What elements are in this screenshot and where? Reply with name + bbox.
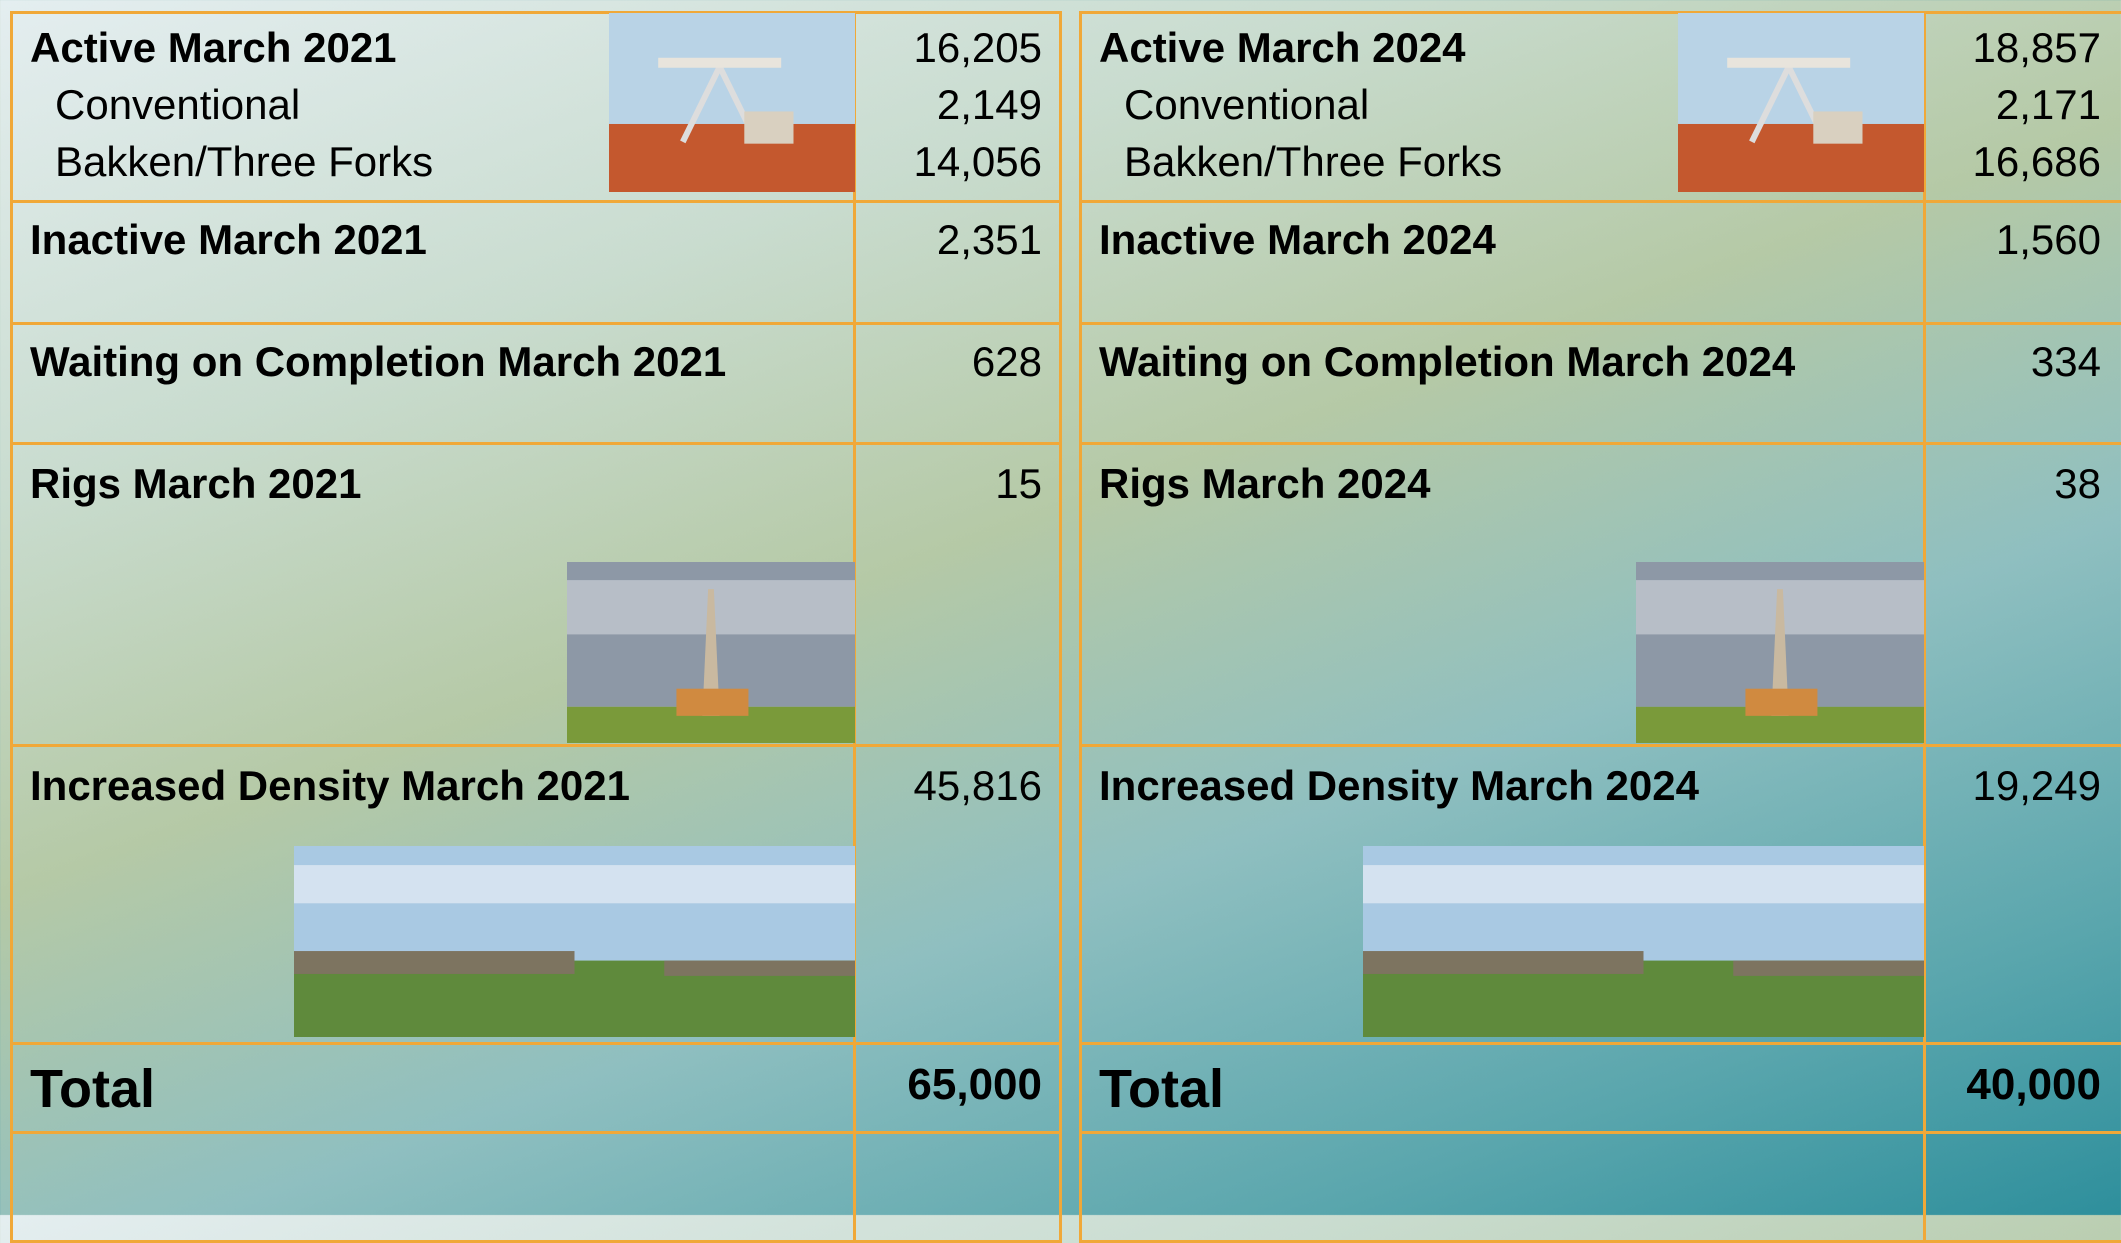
row-label: Waiting on Completion March 2024 — [1099, 338, 1795, 386]
value-cell — [1923, 1131, 2121, 1243]
total-label: Total — [1099, 1058, 1224, 1120]
item-label: Bakken/Three Forks — [1124, 138, 1502, 186]
value: 65,000 — [856, 1060, 1042, 1110]
row-label: Active March 2021 — [30, 24, 397, 72]
item-label: Bakken/Three Forks — [55, 138, 433, 186]
row-label: Increased Density March 2021 — [30, 762, 630, 810]
value: 16,205 — [856, 24, 1042, 72]
pumpjacks-photo — [294, 846, 855, 1037]
value-cell — [853, 1131, 1062, 1243]
row-label: Rigs March 2021 — [30, 460, 362, 508]
value: 2,149 — [856, 81, 1042, 129]
pumpjack-photo — [1678, 13, 1924, 192]
pumpjack-photo — [609, 13, 855, 192]
label-cell — [10, 1131, 856, 1243]
total-label: Total — [30, 1058, 155, 1120]
value: 18,857 — [1926, 24, 2101, 72]
row-label: Inactive March 2021 — [30, 216, 427, 264]
row-label: Active March 2024 — [1099, 24, 1466, 72]
pumpjacks-photo — [1363, 846, 1924, 1037]
label-cell — [1079, 1131, 1926, 1243]
item-label: Conventional — [1124, 81, 1369, 129]
rig-photo — [1636, 562, 1924, 743]
row-label: Waiting on Completion March 2021 — [30, 338, 726, 386]
value: 14,056 — [856, 138, 1042, 186]
value: 15 — [856, 460, 1042, 508]
item-label: Conventional — [55, 81, 300, 129]
row-label: Rigs March 2024 — [1099, 460, 1431, 508]
value: 40,000 — [1926, 1060, 2101, 1110]
value: 2,351 — [856, 216, 1042, 264]
page: Active March 2021 16,205 Conventional 2,149… — [0, 0, 2121, 1215]
row-label: Increased Density March 2024 — [1099, 762, 1699, 810]
value: 1,560 — [1926, 216, 2101, 264]
rig-photo — [567, 562, 855, 743]
value: 38 — [1926, 460, 2101, 508]
value: 16,686 — [1926, 138, 2101, 186]
value: 2,171 — [1926, 81, 2101, 129]
value: 334 — [1926, 338, 2101, 386]
value: 45,816 — [856, 762, 1042, 810]
value: 628 — [856, 338, 1042, 386]
value: 19,249 — [1926, 762, 2101, 810]
row-label: Inactive March 2024 — [1099, 216, 1496, 264]
